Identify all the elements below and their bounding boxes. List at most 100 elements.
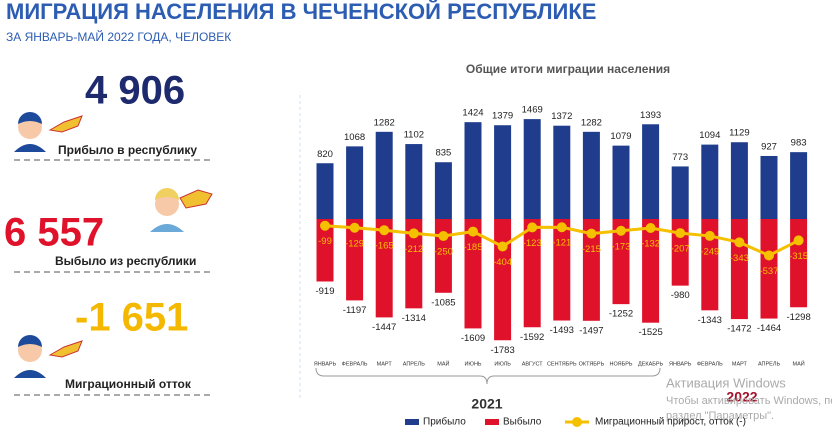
value-label: -212 <box>404 244 423 255</box>
x-tick-label: ИЮНЬ <box>464 361 481 367</box>
value-label: -1464 <box>757 323 781 334</box>
value-label: -129 <box>345 238 364 249</box>
value-label: -1197 <box>343 305 367 316</box>
value-label: 1068 <box>344 132 365 143</box>
legend-swatch <box>572 417 582 427</box>
x-tick-label: ФЕВРАЛЬ <box>697 361 723 367</box>
bar <box>553 219 571 321</box>
chart-title: Общие итоги миграции населения <box>466 62 670 76</box>
bar <box>464 219 482 329</box>
value-label: 983 <box>791 138 807 149</box>
value-label: 1094 <box>699 130 720 141</box>
line-point <box>734 237 745 248</box>
summary-label: Выбыло из республики <box>55 254 196 268</box>
value-label: -1472 <box>727 324 751 335</box>
value-label: 1102 <box>404 130 424 141</box>
value-label: -185 <box>463 242 482 253</box>
summary-label: Миграционный отток <box>65 377 192 391</box>
value-label: -1609 <box>461 333 485 344</box>
bar <box>494 125 512 219</box>
value-label: -1314 <box>402 313 426 324</box>
value-label: 1282 <box>581 117 602 128</box>
year-label: 2022 <box>726 389 757 405</box>
bar <box>730 219 748 320</box>
value-label: -1252 <box>609 309 633 320</box>
summary-value: -1 651 <box>75 296 188 340</box>
subtitle: ЗА ЯНВАРЬ-МАЙ 2022 ГОДА, ЧЕЛОВЕК <box>6 29 231 44</box>
x-tick-label: МАЙ <box>792 359 804 367</box>
legend-swatch <box>485 419 499 425</box>
bar <box>434 162 452 219</box>
bar <box>760 155 778 219</box>
value-label: -537 <box>759 266 778 277</box>
bar <box>612 219 630 305</box>
value-label: -1497 <box>579 325 603 336</box>
value-label: -165 <box>375 241 394 252</box>
value-label: 1469 <box>522 105 543 116</box>
bar <box>790 219 808 308</box>
line-point <box>704 230 715 241</box>
bar <box>701 219 719 311</box>
value-label: -207 <box>671 244 690 255</box>
line-point <box>764 250 774 261</box>
value-label: 1393 <box>640 110 661 121</box>
bar <box>316 219 334 282</box>
watermark: раздел "Параметры". <box>666 410 774 422</box>
bar <box>375 131 393 219</box>
bar <box>582 219 600 321</box>
line-point <box>349 222 360 233</box>
bar <box>730 142 748 219</box>
x-tick-label: АПРЕЛЬ <box>403 361 426 367</box>
line-point <box>793 235 804 246</box>
watermark: Активация Windows <box>666 375 786 390</box>
line-point <box>497 241 508 252</box>
x-tick-label: СЕНТЯБРЬ <box>547 361 577 367</box>
legend-swatch <box>405 419 419 425</box>
value-label: 835 <box>435 148 451 159</box>
summary-value: 4 906 <box>85 69 185 113</box>
brace <box>315 367 661 385</box>
bar <box>346 146 364 219</box>
value-label: -121 <box>552 238 571 249</box>
bar <box>375 219 393 318</box>
summary-label: Прибыло в республику <box>58 143 197 157</box>
line-point <box>438 231 449 241</box>
value-label: -250 <box>434 247 453 258</box>
value-label: -123 <box>523 238 542 249</box>
bar <box>405 144 423 219</box>
bar <box>642 124 660 219</box>
legend-label: Миграционный прирост, отток (-) <box>595 417 746 428</box>
line-point <box>468 226 478 237</box>
legend-label: Прибыло <box>423 416 466 428</box>
bar <box>612 145 630 219</box>
bar <box>346 219 364 301</box>
bar <box>553 125 571 219</box>
summary-value: 6 557 <box>4 211 104 255</box>
x-tick-label: ДЕКАБРЬ <box>638 361 664 367</box>
bar <box>405 219 423 309</box>
x-tick-label: АПРЕЛЬ <box>758 361 781 367</box>
bar <box>642 219 660 323</box>
line-point <box>586 228 597 239</box>
line-point <box>645 222 656 233</box>
x-tick-label: МАРТ <box>732 361 748 367</box>
line-point <box>320 220 330 231</box>
line-point <box>675 228 686 239</box>
value-label: 773 <box>672 152 688 163</box>
x-tick-label: ОКТЯБРЬ <box>579 361 605 367</box>
value-label: 927 <box>761 141 777 152</box>
value-label: 1079 <box>610 131 631 142</box>
value-label: -132 <box>641 238 660 249</box>
value-label: -1085 <box>431 297 455 308</box>
value-label: 1372 <box>551 111 572 122</box>
bar <box>701 144 719 219</box>
x-tick-label: НОЯБРЬ <box>610 361 633 367</box>
value-label: -404 <box>493 257 512 268</box>
bar <box>790 152 808 219</box>
bar <box>464 122 482 219</box>
bar <box>523 219 541 328</box>
bar <box>494 219 512 341</box>
value-label: -1447 <box>372 322 396 333</box>
bar <box>760 219 778 319</box>
